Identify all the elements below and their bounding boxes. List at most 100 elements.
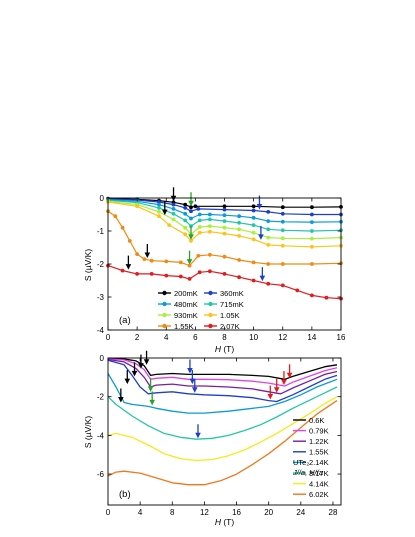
- panel-a-data-point-930mk-8: [222, 225, 227, 230]
- panel-b-legend-label-4-14k: 4.14K: [309, 479, 329, 488]
- panel-b-x-axis-label-symbol: H: [215, 517, 222, 527]
- panel-a-transition-arrow-2: [144, 244, 151, 259]
- panel-a-data-point-1-55k-6: [149, 258, 154, 263]
- panel-a-data-point-2-07k-7: [197, 270, 202, 275]
- panel-b-panel-tag: (b): [119, 489, 131, 500]
- panel-b-arrow-head-7: [187, 367, 193, 374]
- panel-a-arrow-head-3: [125, 264, 132, 270]
- panel-a-data-point-1-05k-8: [222, 231, 227, 236]
- panel-a-data-point-715mk-12: [280, 228, 285, 233]
- panel-a-legend-item-715mk: 715mK: [204, 300, 244, 309]
- panel-a-series-200mk: [106, 196, 343, 210]
- panel-a-data-point-930mk-10: [251, 230, 256, 235]
- panel-b-arrow-head-5: [147, 386, 154, 392]
- panel-b-x-tick-label-16: 16: [232, 508, 241, 517]
- panel-a-data-point-360mk-8: [251, 208, 256, 213]
- panel-b-transition-arrow-3: [138, 354, 144, 369]
- panel-b-transition-arrow-1: [124, 370, 131, 385]
- panel-a-legend-swatch-dot-715mk: [208, 301, 213, 307]
- panel-a-arrow-head-5: [188, 234, 194, 240]
- panel-a-y-tick-label-0: 0: [100, 194, 105, 203]
- panel-a-legend-swatch-dot-200mk: [162, 290, 167, 296]
- panel-a-legend-swatch-dot-1-05k: [208, 312, 213, 318]
- panel-a-data-point-2-07k-12: [266, 281, 271, 286]
- panel-a-transition-arrow-7: [256, 195, 263, 210]
- panel-b-arrow-head-1: [124, 378, 131, 385]
- panel-b-x-tick-label-8: 8: [170, 508, 175, 517]
- panel-a-arrow-head-4: [188, 200, 194, 207]
- panel-b-y-tick-label-2: -2: [97, 393, 105, 402]
- panel-a-transition-arrow-8: [258, 225, 264, 240]
- panel-a-legend-item-200mk: 200mK: [158, 289, 198, 298]
- panel-a-data-point-1-05k-6: [197, 230, 202, 235]
- panel-b-series-6-02k: [107, 400, 338, 486]
- panel-b-transition-arrow-13: [281, 371, 287, 386]
- panel-a-data-point-2-07k-14: [295, 288, 300, 293]
- panel-a-data-point-2-07k-8: [208, 269, 212, 274]
- panel-a-data-point-360mk-3: [171, 202, 176, 207]
- panel-a-legend-label-200mk: 200mK: [174, 289, 198, 298]
- panel-a-data-point-2-07k-11: [251, 278, 256, 283]
- panel-b-transition-arrow-0: [118, 388, 124, 403]
- panel-b-series-line-1-55k: [107, 359, 338, 403]
- panel-b-series-line-0-79k: [107, 358, 338, 387]
- panel-b-legend-item-1-22k: 1.22K: [293, 437, 329, 446]
- panel-b-transition-arrow-9: [191, 378, 198, 393]
- panel-a-data-point-480mk-3: [171, 207, 176, 211]
- panel-a-data-point-480mk-11: [266, 219, 271, 224]
- panel-a-data-point-200mk-10: [310, 205, 314, 210]
- panel-a-data-point-200mk-6: [193, 204, 198, 209]
- panel-a-data-point-360mk-2: [157, 200, 161, 204]
- panel-b-arrow-head-6: [149, 399, 155, 406]
- panel-a-data-point-480mk-13: [310, 220, 314, 225]
- panel-a-data-point-1-05k-13: [310, 244, 314, 249]
- panel-a-data-point-1-55k-17: [310, 262, 314, 266]
- panel-a-data-point-930mk-13: [310, 236, 314, 241]
- panel-a-legend-label-480mk: 480mK: [174, 300, 198, 309]
- panel-a-data-point-480mk-2: [157, 202, 161, 207]
- panel-b-x-tick-label-28: 28: [329, 508, 338, 517]
- panel-a-data-point-200mk-4: [183, 202, 188, 207]
- panel-a-data-point-2-07k-2: [135, 272, 140, 276]
- panel-a-data-point-2-07k-4: [164, 273, 169, 278]
- panel-a-data-point-480mk-12: [280, 219, 285, 224]
- panel-a-panel-tag: (a): [119, 315, 131, 326]
- panel-a-data-point-360mk-6: [196, 207, 201, 211]
- panel-a-data-point-2-07k-9: [222, 272, 227, 276]
- panel-b-series-1-22k: [107, 358, 338, 395]
- panel-a-data-point-930mk-7: [208, 224, 212, 229]
- panel-a-data-point-480mk-5: [189, 216, 193, 221]
- panel-a-y-tick-label-1: -1: [97, 227, 105, 236]
- panel-b-legend-item-2-14k: 2.14K: [293, 458, 329, 467]
- panel-b-legend-item-0-79k: 0.79K: [293, 426, 329, 435]
- panel-b-arrow-head-11: [267, 394, 274, 400]
- panel-a-legend-item-480mk: 480mK: [158, 300, 198, 309]
- panel-a-data-point-715mk-6: [197, 218, 202, 223]
- panel-a-data-point-360mk-4: [183, 206, 188, 210]
- panel-b-x-tick-label-24: 24: [296, 508, 305, 517]
- panel-a-y-tick-label-3: -3: [97, 293, 105, 302]
- panel-a-data-point-930mk-9: [237, 227, 242, 232]
- panel-a-data-point-200mk-8: [251, 204, 256, 209]
- panel-b-transition-arrow-10: [195, 424, 201, 439]
- panel-a-data-point-1-55k-9: [187, 263, 192, 268]
- panel-a-data-point-360mk-9: [266, 210, 271, 214]
- panel-a-data-point-480mk-6: [197, 212, 202, 217]
- panel-a-data-point-715mk-9: [237, 220, 242, 225]
- panel-a-legend-swatch-dot-930mk: [162, 312, 167, 318]
- panel-a-data-point-1-55k-1: [113, 214, 118, 219]
- panel-a-data-point-1-55k-15: [266, 262, 271, 266]
- panel-a: 0 2 4 6 8 10 12 14 16 0 -1 -2 -3 -4 H (T) (a) 200mK 360mK…: [97, 187, 346, 354]
- panel-a-legend-swatch-dot-360mk: [208, 290, 213, 296]
- panel-b-annotation-line-1: J//a, H//a: [292, 468, 323, 477]
- panel-b-x-axis-label: H (T): [215, 517, 235, 527]
- panel-a-x-axis-label-symbol: H: [215, 344, 222, 354]
- panel-a-data-point-1-05k-1: [135, 204, 140, 209]
- panel-a-legend: 200mK 360mK 480mK 715mK 930mK 1.05K 1.55K 2.07K: [158, 289, 244, 331]
- panel-b-legend-label-3-17k: 3.17K: [309, 469, 329, 478]
- panel-a-data-point-930mk-2: [157, 210, 161, 214]
- panel-a-data-point-715mk-2: [157, 206, 161, 210]
- panel-b-transition-arrow-4: [143, 350, 150, 365]
- panel-b-annotation-line-0: UTe₂: [293, 458, 309, 467]
